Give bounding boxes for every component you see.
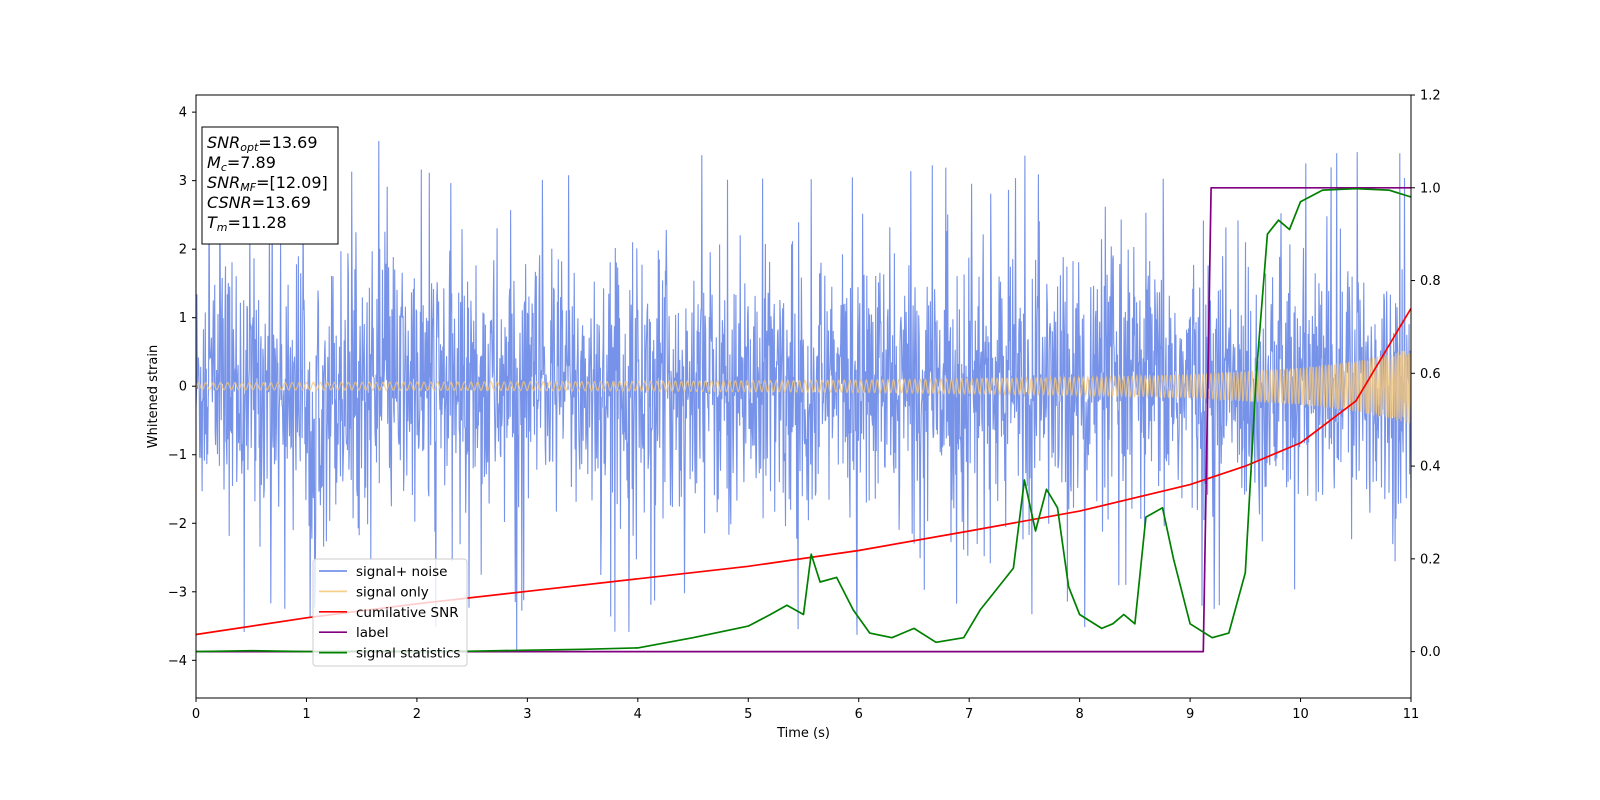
y-right-tick-label: 0.4 (1420, 460, 1441, 475)
x-tick-label: 7 (965, 707, 973, 722)
y-left-tick-label: 3 (179, 174, 187, 189)
y-left-tick-label: 4 (179, 106, 187, 121)
y-left-tick-label: 2 (179, 243, 187, 258)
x-tick-label: 3 (523, 707, 531, 722)
legend-label: signal only (356, 584, 429, 600)
x-axis-ticks: 0 1 2 3 4 5 6 7 8 9 10 11 (192, 698, 1419, 722)
plot-frame (195, 94, 1412, 699)
signal-only-line (196, 350, 1411, 424)
y-left-tick-label: −1 (168, 448, 187, 463)
legend-frame (312, 558, 468, 667)
signal-only-series (196, 350, 1411, 424)
x-tick-label: 10 (1292, 707, 1309, 722)
legend: signal+ noise signal only cumilative SNR la… (312, 558, 468, 667)
x-tick-label: 0 (192, 707, 200, 722)
y-right-tick-label: 1.2 (1420, 89, 1441, 104)
y-right-tick-label: 0.8 (1420, 274, 1441, 289)
y-right-tick-label: 1.0 (1420, 181, 1441, 196)
x-tick-label: 2 (413, 707, 421, 722)
x-tick-label: 11 (1403, 707, 1420, 722)
annotation-frame (201, 126, 339, 245)
annotation-line: Mc=7.89 (207, 153, 276, 174)
annotation-line: SNRopt=13.69 (207, 133, 318, 154)
x-tick-label: 9 (1186, 707, 1194, 722)
y-axis-right-ticks: 0.0 0.2 0.4 0.6 0.8 1.0 1.2 (1411, 89, 1441, 660)
stats-annotation-box: SNRopt=13.69Mc=7.89SNRMF=[12.09]CSNR=13.… (201, 126, 339, 245)
y-axis-left-label: Whitened strain (146, 345, 161, 448)
y-axis-left-ticks: −4 −3 −2 −1 0 1 2 3 4 (168, 106, 196, 669)
y-left-tick-label: −2 (168, 517, 187, 532)
x-tick-label: 6 (855, 707, 863, 722)
legend-label: signal+ noise (356, 564, 447, 580)
y-right-tick-label: 0.0 (1420, 645, 1441, 660)
y-right-tick-label: 0.2 (1420, 552, 1441, 567)
y-left-tick-label: −3 (168, 585, 187, 600)
y-left-tick-label: 0 (179, 380, 187, 395)
signal-statistics-line (196, 187, 1411, 653)
annotation-line: SNRMF=[12.09] (207, 173, 328, 194)
y-left-tick-label: 1 (179, 311, 187, 326)
x-tick-label: 8 (1075, 707, 1083, 722)
legend-label: signal statistics (356, 646, 460, 662)
annotation-line: CSNR=13.69 (207, 193, 311, 212)
y-right-tick-label: 0.6 (1420, 367, 1441, 382)
x-tick-label: 5 (744, 707, 752, 722)
legend-label: label (356, 625, 389, 641)
y-left-tick-label: −4 (168, 654, 187, 669)
label-line (196, 186, 1411, 653)
x-tick-label: 1 (302, 707, 310, 722)
legend-label: cumilative SNR (356, 605, 459, 621)
x-axis-label: Time (s) (776, 726, 830, 741)
x-tick-label: 4 (634, 707, 642, 722)
annotation-line: Tm=11.28 (207, 213, 287, 234)
